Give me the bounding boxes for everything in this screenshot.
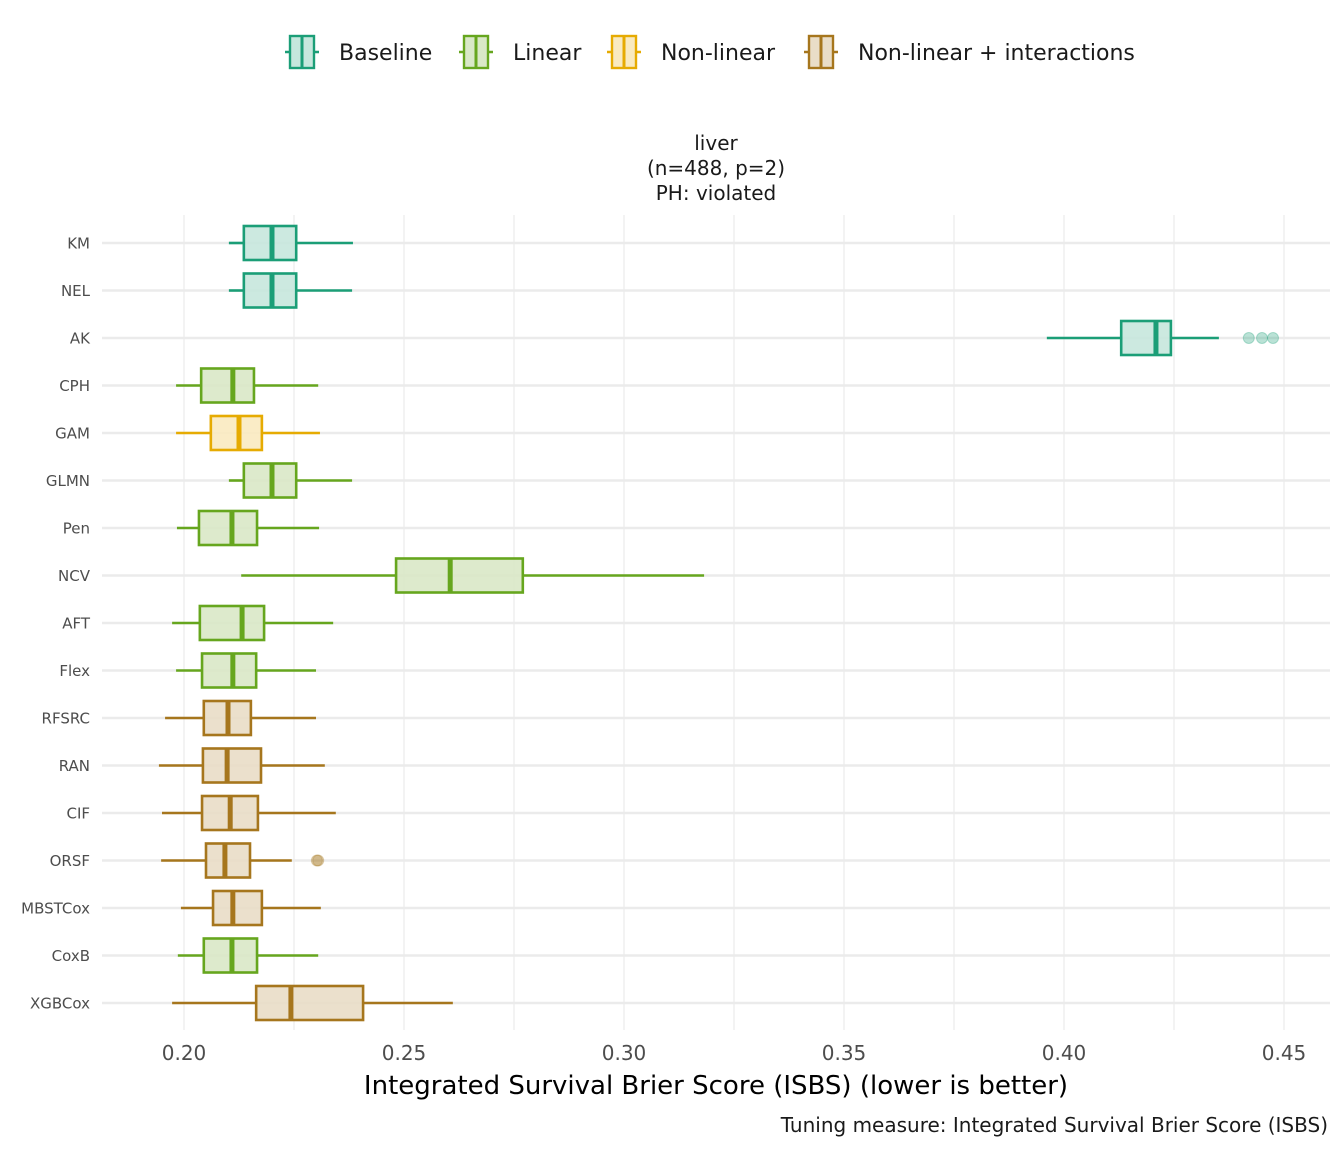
y-tick-label: RFSRC bbox=[42, 710, 90, 728]
iqr-box bbox=[197, 509, 259, 547]
y-tick-label: XGBCox bbox=[30, 995, 90, 1013]
box-cif bbox=[162, 794, 336, 832]
y-tick-label: CoxB bbox=[52, 947, 90, 965]
facet-title-line-1: liver bbox=[694, 131, 738, 155]
box-cph bbox=[176, 367, 319, 404]
legend: Baseline Linear Non-linear Non-linear + int… bbox=[285, 34, 1135, 70]
iqr-box bbox=[199, 367, 256, 404]
y-tick-label: GAM bbox=[55, 425, 90, 443]
outlier-point bbox=[1242, 332, 1255, 344]
box-km bbox=[228, 224, 353, 262]
boxes bbox=[158, 224, 1279, 1022]
legend-key-icon bbox=[607, 34, 641, 70]
iqr-box bbox=[394, 557, 525, 594]
iqr-box bbox=[200, 652, 258, 689]
plot-panel bbox=[102, 215, 1330, 1030]
box-glmn bbox=[228, 462, 353, 499]
x-tick-label: 0.30 bbox=[602, 1041, 647, 1065]
box-orsf bbox=[161, 842, 325, 879]
legend-label: Baseline bbox=[339, 41, 432, 66]
iqr-box bbox=[254, 984, 365, 1022]
legend-item: Baseline bbox=[285, 34, 432, 70]
y-tick-label: GLMN bbox=[46, 472, 90, 490]
box-aft bbox=[172, 604, 334, 642]
box-xgbcox bbox=[172, 984, 453, 1022]
x-tick-label: 0.45 bbox=[1262, 1041, 1307, 1065]
y-tick-label: NEL bbox=[61, 282, 91, 300]
box-coxb bbox=[177, 937, 319, 974]
outlier-point bbox=[312, 854, 325, 867]
y-tick-label: CPH bbox=[59, 377, 90, 395]
box-ak bbox=[1046, 319, 1279, 357]
box-ran bbox=[158, 747, 325, 784]
iqr-box bbox=[209, 414, 264, 452]
y-tick-label: AFT bbox=[62, 615, 91, 633]
legend-item: Non-linear bbox=[607, 34, 776, 70]
y-tick-label: Flex bbox=[59, 662, 90, 680]
y-tick-label: ORSF bbox=[50, 852, 90, 870]
box-mbstcox bbox=[180, 889, 321, 927]
x-tick-label: 0.40 bbox=[1042, 1041, 1087, 1065]
y-tick-label: Pen bbox=[63, 520, 90, 538]
x-tick-label: 0.20 bbox=[162, 1041, 207, 1065]
facet-title-line-2: (n=488, p=2) bbox=[647, 156, 785, 180]
y-tick-label: RAN bbox=[59, 757, 90, 775]
iqr-box bbox=[211, 889, 264, 927]
y-tick-label: MBSTCox bbox=[21, 900, 90, 918]
x-axis-title: Integrated Survival Brier Score (ISBS) (… bbox=[364, 1071, 1068, 1101]
box-pen bbox=[176, 509, 320, 547]
outlier-point bbox=[1256, 332, 1268, 344]
outlier-point bbox=[1267, 332, 1279, 344]
x-axis: 0.20 0.25 0.30 0.35 0.40 0.45 bbox=[162, 1041, 1307, 1065]
y-axis: KM NEL AK CPH GAM GLMN Pen NCV AFT Flex RFSRC RAN CI… bbox=[21, 235, 91, 1013]
iqr-box bbox=[198, 604, 266, 642]
y-tick-label: NCV bbox=[58, 567, 91, 585]
legend-key-icon bbox=[285, 34, 319, 70]
box-gam bbox=[176, 414, 320, 452]
facet-strip-title: liver (n=488, p=2) PH: violated bbox=[647, 131, 785, 205]
legend-label: Linear bbox=[513, 41, 582, 66]
y-tick-label: CIF bbox=[66, 805, 90, 823]
box-rfsrc bbox=[165, 699, 316, 737]
legend-key-icon bbox=[459, 34, 493, 70]
caption: Tuning measure: Integrated Survival Brie… bbox=[780, 1113, 1328, 1137]
box-nel bbox=[228, 272, 353, 309]
x-tick-label: 0.35 bbox=[822, 1041, 867, 1065]
iqr-box bbox=[1119, 319, 1173, 357]
iqr-box bbox=[204, 842, 252, 879]
x-tick-label: 0.25 bbox=[382, 1041, 427, 1065]
legend-key-icon bbox=[804, 34, 838, 70]
legend-label: Non-linear bbox=[661, 41, 776, 66]
box-flex bbox=[176, 652, 316, 689]
legend-item: Non-linear + interactions bbox=[804, 34, 1135, 70]
iqr-box bbox=[201, 747, 263, 784]
legend-item: Linear bbox=[459, 34, 582, 70]
facet-title-line-3: PH: violated bbox=[656, 181, 776, 205]
y-tick-label: KM bbox=[67, 235, 90, 253]
box-ncv bbox=[241, 557, 705, 594]
y-tick-label: AK bbox=[70, 330, 91, 348]
legend-label: Non-linear + interactions bbox=[858, 41, 1135, 66]
outlier-point bbox=[310, 854, 323, 867]
